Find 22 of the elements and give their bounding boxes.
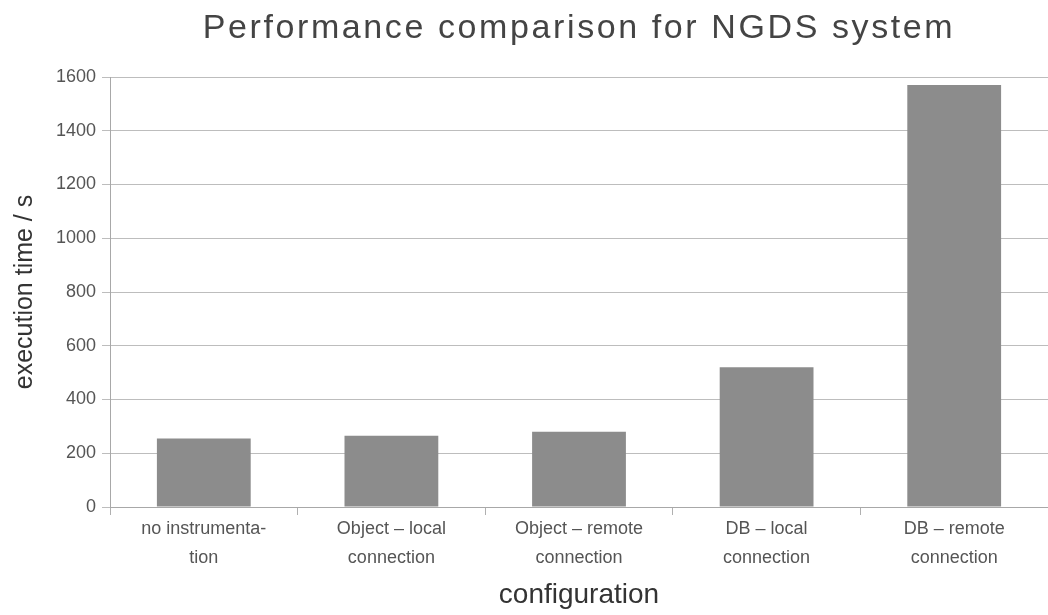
x-axis-title: configuration [498,577,660,609]
y-tick-label: 0 [85,495,96,516]
x-tick-label: DB – remote connection [903,518,1005,568]
y-tick-label: 1200 [55,173,96,194]
x-tick-label: Object – local connection [336,518,446,568]
x-tick-label: DB – local connection [723,518,811,568]
bar [719,367,814,507]
y-tick-label: 1400 [55,119,96,140]
bar [156,438,251,507]
y-tick-label: 1600 [55,65,96,86]
bar [344,435,439,507]
y-tick-label: 400 [65,388,96,409]
x-tick-label: Object – remote connection [514,518,644,568]
chart-title: Performance comparison for NGDS system [202,7,956,45]
bar [907,85,1002,507]
y-tick-label: 800 [65,280,96,301]
y-axis-title: execution time / s [8,194,37,390]
x-tick-label: no instrumenta- tion [141,518,267,568]
y-tick-label: 600 [65,334,96,355]
y-tick-label: 200 [65,442,96,463]
y-tick-label: 1000 [55,227,96,248]
bar [532,431,626,507]
